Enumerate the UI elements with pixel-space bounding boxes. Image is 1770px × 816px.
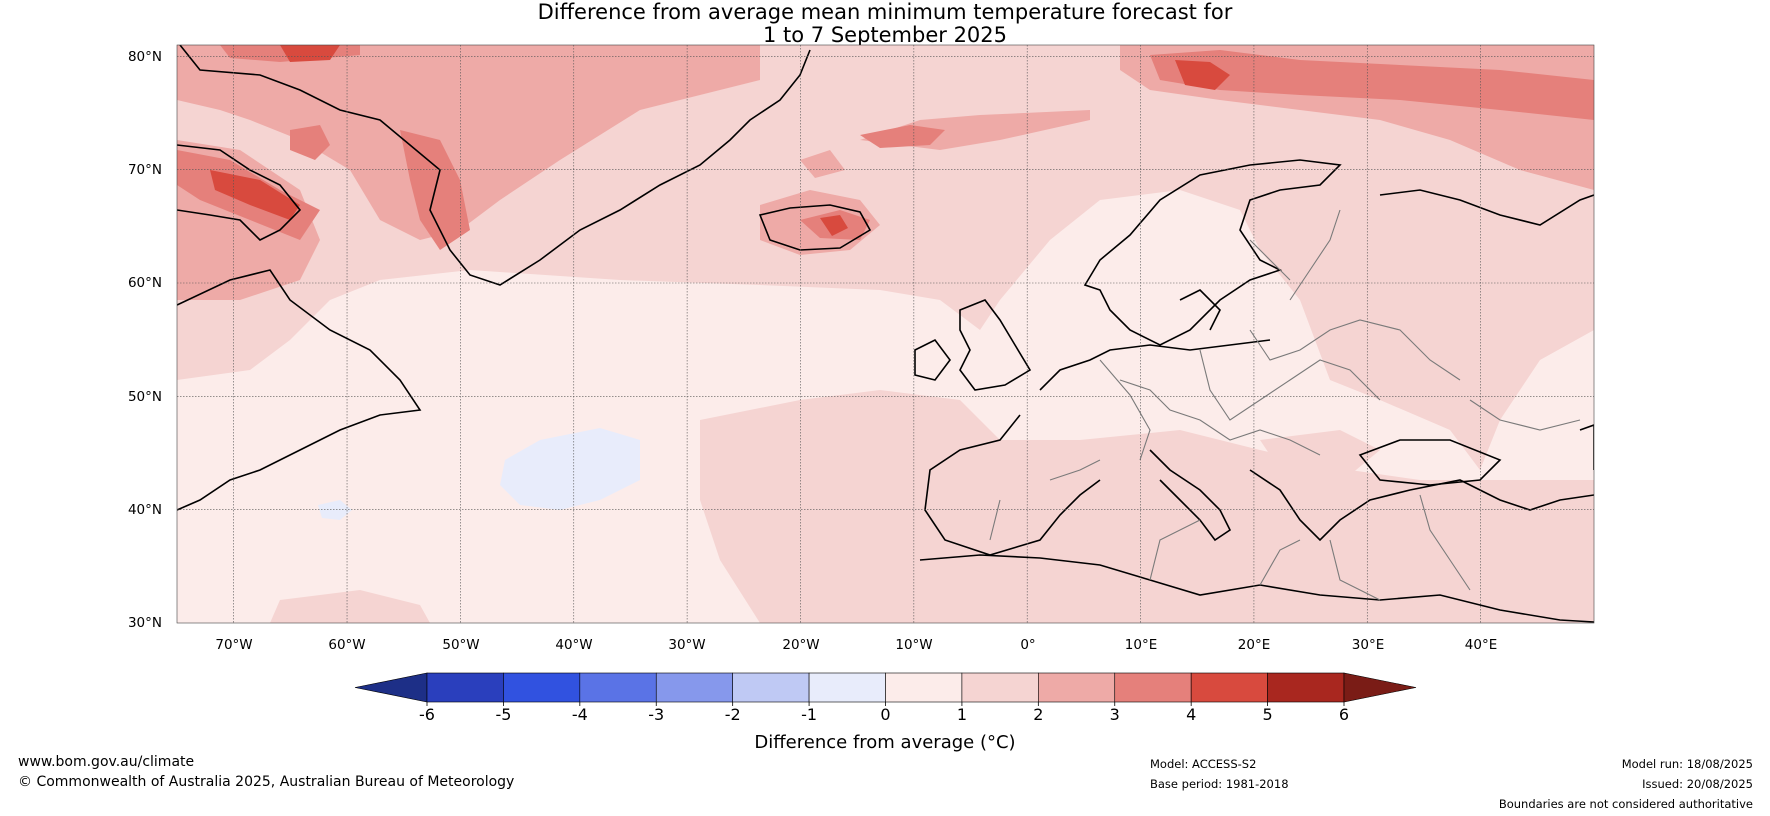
lon-label-50w: 50°W <box>442 637 479 653</box>
latitude-labels: 80°N 70°N 60°N 50°N 40°N 30°N <box>128 49 162 631</box>
colorbar-segment <box>1267 672 1345 703</box>
coastlines <box>177 45 1594 623</box>
colorbar-segment <box>426 672 504 703</box>
colorbar-tick-label: 0 <box>880 705 890 724</box>
lat-label-50n: 50°N <box>128 389 162 405</box>
colorbar-tick-label: -4 <box>572 705 588 724</box>
lon-label-10w: 10°W <box>895 637 932 653</box>
lon-label-20e: 20°E <box>1238 637 1270 653</box>
colorbar-tick-label: 5 <box>1262 705 1272 724</box>
lon-label-30e: 30°E <box>1352 637 1384 653</box>
colorbar: -6 -5 -4 -3 -2 -1 0 1 2 3 4 5 6 <box>354 672 1417 724</box>
map-title-line-1: Difference from average mean minimum tem… <box>537 0 1233 24</box>
lat-label-70n: 70°N <box>128 162 162 178</box>
colorbar-segment <box>961 672 1039 703</box>
colorbar-segment <box>732 672 810 703</box>
colorbar-label: Difference from average (°C) <box>754 732 1015 753</box>
colorbar-tick-label: 3 <box>1110 705 1120 724</box>
colorbar-tick-label: -5 <box>495 705 511 724</box>
anomaly-4-5-regions <box>210 45 1230 236</box>
longitude-labels: 70°W 60°W 50°W 40°W 30°W 20°W 10°W 0° 10… <box>215 637 1497 653</box>
colorbar-extend-low <box>354 672 428 703</box>
graticule-gridlines <box>177 45 1594 623</box>
colorbar-segment <box>885 672 963 703</box>
colorbar-extend-high <box>1343 672 1417 703</box>
colorbar-segment <box>503 672 581 703</box>
lon-label-60w: 60°W <box>328 637 365 653</box>
footer-model-run: Model run: 18/08/2025 <box>1621 757 1753 771</box>
lon-label-30w: 30°W <box>668 637 705 653</box>
lon-label-40w: 40°W <box>555 637 592 653</box>
colorbar-segment <box>1114 672 1192 703</box>
country-borders <box>989 209 1581 601</box>
colorbar-segment <box>579 672 657 703</box>
colorbar-tick-label: -3 <box>648 705 664 724</box>
colorbar-segment <box>1190 672 1268 703</box>
footer-website: www.bom.gov.au/climate <box>18 754 195 770</box>
colorbar-tick-label: 6 <box>1339 705 1349 724</box>
colorbar-tick-label: 1 <box>957 705 967 724</box>
map-panel <box>177 45 1594 623</box>
footer-base-period: Base period: 1981-2018 <box>1150 777 1289 791</box>
lat-label-80n: 80°N <box>128 49 162 65</box>
lon-label-20w: 20°W <box>782 637 819 653</box>
lon-label-0: 0° <box>1020 637 1035 653</box>
colorbar-tick-label: 2 <box>1033 705 1043 724</box>
colorbar-tick-label: 4 <box>1186 705 1196 724</box>
lat-label-60n: 60°N <box>128 275 162 291</box>
colorbar-segment <box>1038 672 1116 703</box>
footer-issued: Issued: 20/08/2025 <box>1642 777 1753 791</box>
colorbar-tick-label: -1 <box>801 705 817 724</box>
lon-label-40e: 40°E <box>1465 637 1497 653</box>
anomaly-negative-regions <box>318 428 640 520</box>
footer-model: Model: ACCESS-S2 <box>1150 757 1257 771</box>
lon-label-10e: 10°E <box>1125 637 1157 653</box>
lon-label-70w: 70°W <box>215 637 252 653</box>
footer-copyright: © Commonwealth of Australia 2025, Austra… <box>18 774 515 790</box>
footer-disclaimer: Boundaries are not considered authoritat… <box>1498 797 1753 811</box>
colorbar-tick-label: -6 <box>419 705 435 724</box>
lat-label-30n: 30°N <box>128 615 162 631</box>
lat-label-40n: 40°N <box>128 502 162 518</box>
map-title-line-2: 1 to 7 September 2025 <box>762 23 1008 47</box>
colorbar-tick-label: -2 <box>725 705 741 724</box>
colorbar-segment <box>655 672 733 703</box>
colorbar-segment <box>808 672 886 703</box>
map-frame <box>176 44 1595 624</box>
